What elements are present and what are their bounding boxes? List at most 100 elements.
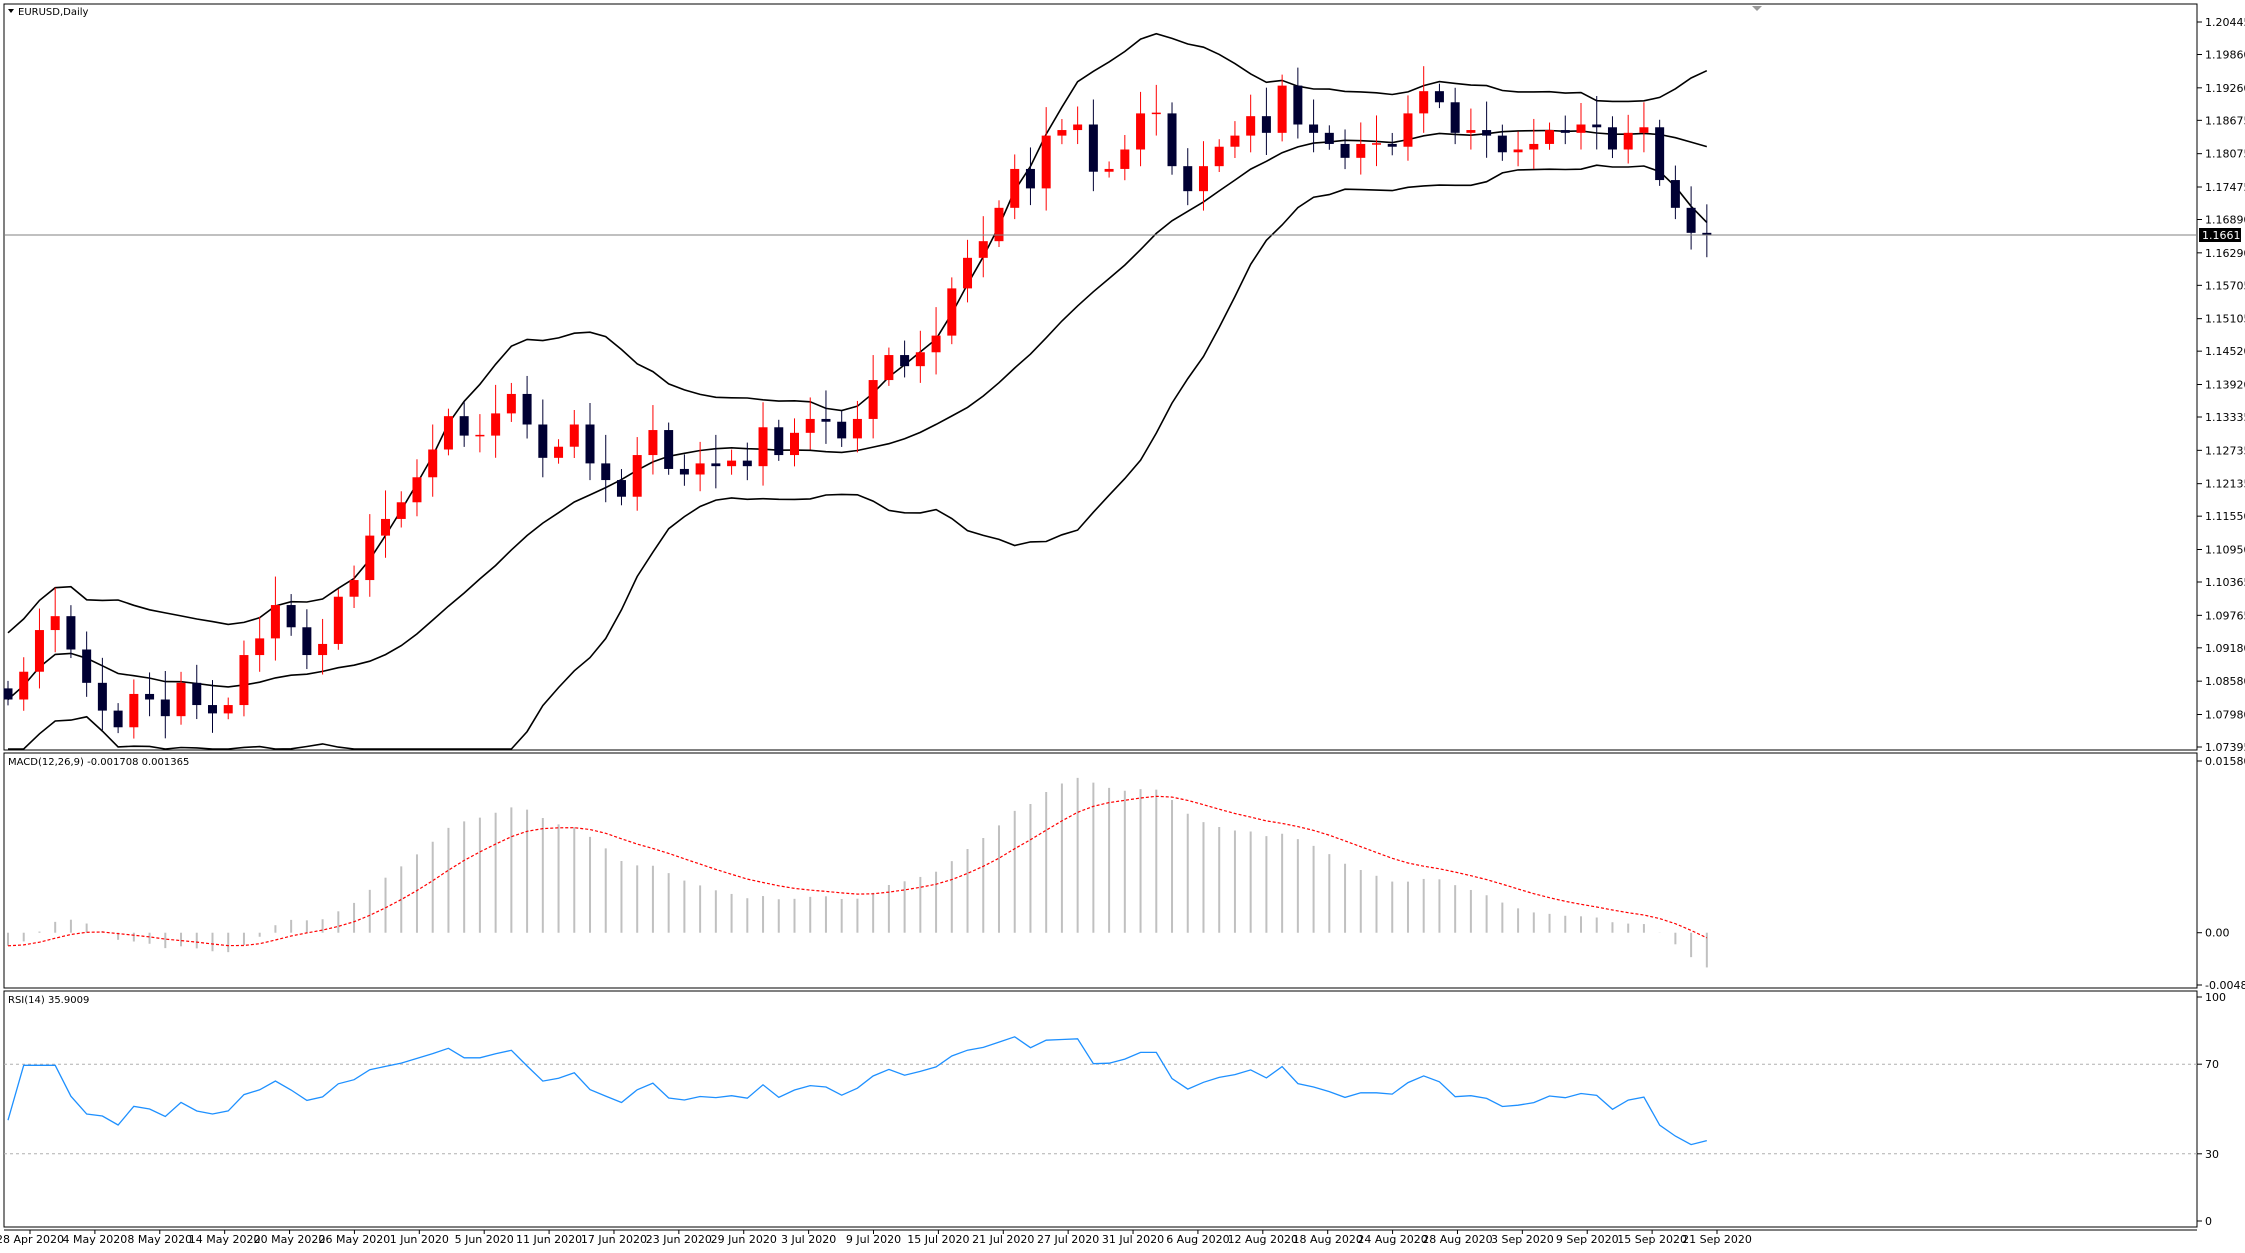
bullish-candle[interactable] xyxy=(129,693,139,728)
bullish-candle[interactable] xyxy=(695,463,705,475)
bullish-candle[interactable] xyxy=(569,424,579,447)
macd-panel[interactable] xyxy=(3,752,2198,989)
bearish-candle[interactable] xyxy=(192,682,202,706)
bearish-candle[interactable] xyxy=(145,693,155,700)
bearish-candle[interactable] xyxy=(302,627,312,656)
bullish-candle[interactable] xyxy=(790,432,799,456)
bearish-candle[interactable] xyxy=(1309,124,1319,133)
bullish-candle[interactable] xyxy=(1623,132,1633,150)
bearish-candle[interactable] xyxy=(742,460,752,467)
bullish-candle[interactable] xyxy=(1057,130,1067,136)
bullish-candle[interactable] xyxy=(947,288,957,336)
bullish-candle[interactable] xyxy=(868,380,878,419)
bullish-candle[interactable] xyxy=(428,449,438,478)
bearish-candle[interactable] xyxy=(3,688,13,700)
bullish-candle[interactable] xyxy=(1529,143,1539,150)
bullish-candle[interactable] xyxy=(333,596,343,644)
bearish-candle[interactable] xyxy=(538,424,548,458)
bearish-candle[interactable] xyxy=(1167,113,1177,167)
bearish-candle[interactable] xyxy=(679,468,689,475)
bullish-candle[interactable] xyxy=(19,671,29,700)
bullish-candle[interactable] xyxy=(852,418,862,439)
bullish-candle[interactable] xyxy=(50,616,60,631)
bearish-candle[interactable] xyxy=(82,649,92,683)
bearish-candle[interactable] xyxy=(774,427,784,456)
bullish-candle[interactable] xyxy=(506,393,516,414)
bullish-candle[interactable] xyxy=(978,241,988,258)
bullish-candle[interactable] xyxy=(318,643,328,656)
bearish-candle[interactable] xyxy=(1560,130,1570,133)
bullish-candle[interactable] xyxy=(349,580,359,597)
bullish-candle[interactable] xyxy=(365,535,375,581)
bearish-candle[interactable] xyxy=(900,355,910,367)
bearish-candle[interactable] xyxy=(459,416,469,436)
bullish-candle[interactable] xyxy=(1576,124,1586,133)
bearish-candle[interactable] xyxy=(1450,102,1460,133)
bullish-candle[interactable] xyxy=(1513,149,1523,153)
bearish-candle[interactable] xyxy=(1088,124,1098,172)
bullish-candle[interactable] xyxy=(1230,135,1240,147)
bullish-candle[interactable] xyxy=(915,352,925,367)
bearish-candle[interactable] xyxy=(207,705,217,714)
price-panel[interactable] xyxy=(3,3,2198,751)
bullish-candle[interactable] xyxy=(994,207,1004,242)
bearish-candle[interactable] xyxy=(66,616,76,650)
bearish-candle[interactable] xyxy=(113,710,123,728)
bullish-candle[interactable] xyxy=(412,477,422,503)
bearish-candle[interactable] xyxy=(1702,232,1712,236)
bullish-candle[interactable] xyxy=(223,705,233,714)
bullish-candle[interactable] xyxy=(1214,146,1224,167)
bullish-candle[interactable] xyxy=(727,460,737,467)
bullish-candle[interactable] xyxy=(554,446,564,458)
bullish-candle[interactable] xyxy=(255,638,265,656)
bullish-candle[interactable] xyxy=(176,682,186,717)
bearish-candle[interactable] xyxy=(1324,132,1334,144)
bullish-candle[interactable] xyxy=(396,502,406,519)
bearish-candle[interactable] xyxy=(160,699,170,717)
bullish-candle[interactable] xyxy=(648,430,658,456)
bearish-candle[interactable] xyxy=(1025,168,1035,189)
bullish-candle[interactable] xyxy=(270,605,280,639)
bearish-candle[interactable] xyxy=(1293,85,1303,125)
bearish-candle[interactable] xyxy=(1261,116,1271,133)
bullish-candle[interactable] xyxy=(931,335,941,353)
bearish-candle[interactable] xyxy=(1340,143,1350,158)
bullish-candle[interactable] xyxy=(491,413,501,436)
bearish-candle[interactable] xyxy=(1434,91,1444,103)
bullish-candle[interactable] xyxy=(475,434,485,437)
bearish-candle[interactable] xyxy=(1655,127,1665,181)
bullish-candle[interactable] xyxy=(1010,168,1020,208)
bullish-candle[interactable] xyxy=(1198,166,1208,192)
bullish-candle[interactable] xyxy=(1073,124,1083,131)
bullish-candle[interactable] xyxy=(239,655,249,706)
bearish-candle[interactable] xyxy=(1592,124,1602,128)
bullish-candle[interactable] xyxy=(758,427,768,467)
bullish-candle[interactable] xyxy=(632,455,642,497)
bearish-candle[interactable] xyxy=(837,421,847,439)
bullish-candle[interactable] xyxy=(1356,143,1366,158)
bullish-candle[interactable] xyxy=(805,418,815,433)
bullish-candle[interactable] xyxy=(1151,112,1161,115)
bearish-candle[interactable] xyxy=(286,605,296,628)
bullish-candle[interactable] xyxy=(1639,127,1649,133)
bearish-candle[interactable] xyxy=(97,682,107,711)
bullish-candle[interactable] xyxy=(1545,130,1555,144)
bullish-candle[interactable] xyxy=(34,630,44,672)
bullish-candle[interactable] xyxy=(1419,91,1429,114)
bullish-candle[interactable] xyxy=(1372,143,1382,145)
bullish-candle[interactable] xyxy=(884,355,894,381)
bullish-candle[interactable] xyxy=(1246,116,1256,136)
bullish-candle[interactable] xyxy=(1277,85,1287,133)
bearish-candle[interactable] xyxy=(1607,127,1617,150)
bearish-candle[interactable] xyxy=(711,463,721,467)
bearish-candle[interactable] xyxy=(1497,135,1507,153)
bullish-candle[interactable] xyxy=(1041,135,1051,189)
chevron-down-icon[interactable] xyxy=(8,9,14,13)
bullish-candle[interactable] xyxy=(1403,113,1413,147)
bearish-candle[interactable] xyxy=(601,463,611,481)
bearish-candle[interactable] xyxy=(522,393,532,425)
bearish-candle[interactable] xyxy=(616,480,626,497)
bullish-candle[interactable] xyxy=(1104,168,1114,172)
